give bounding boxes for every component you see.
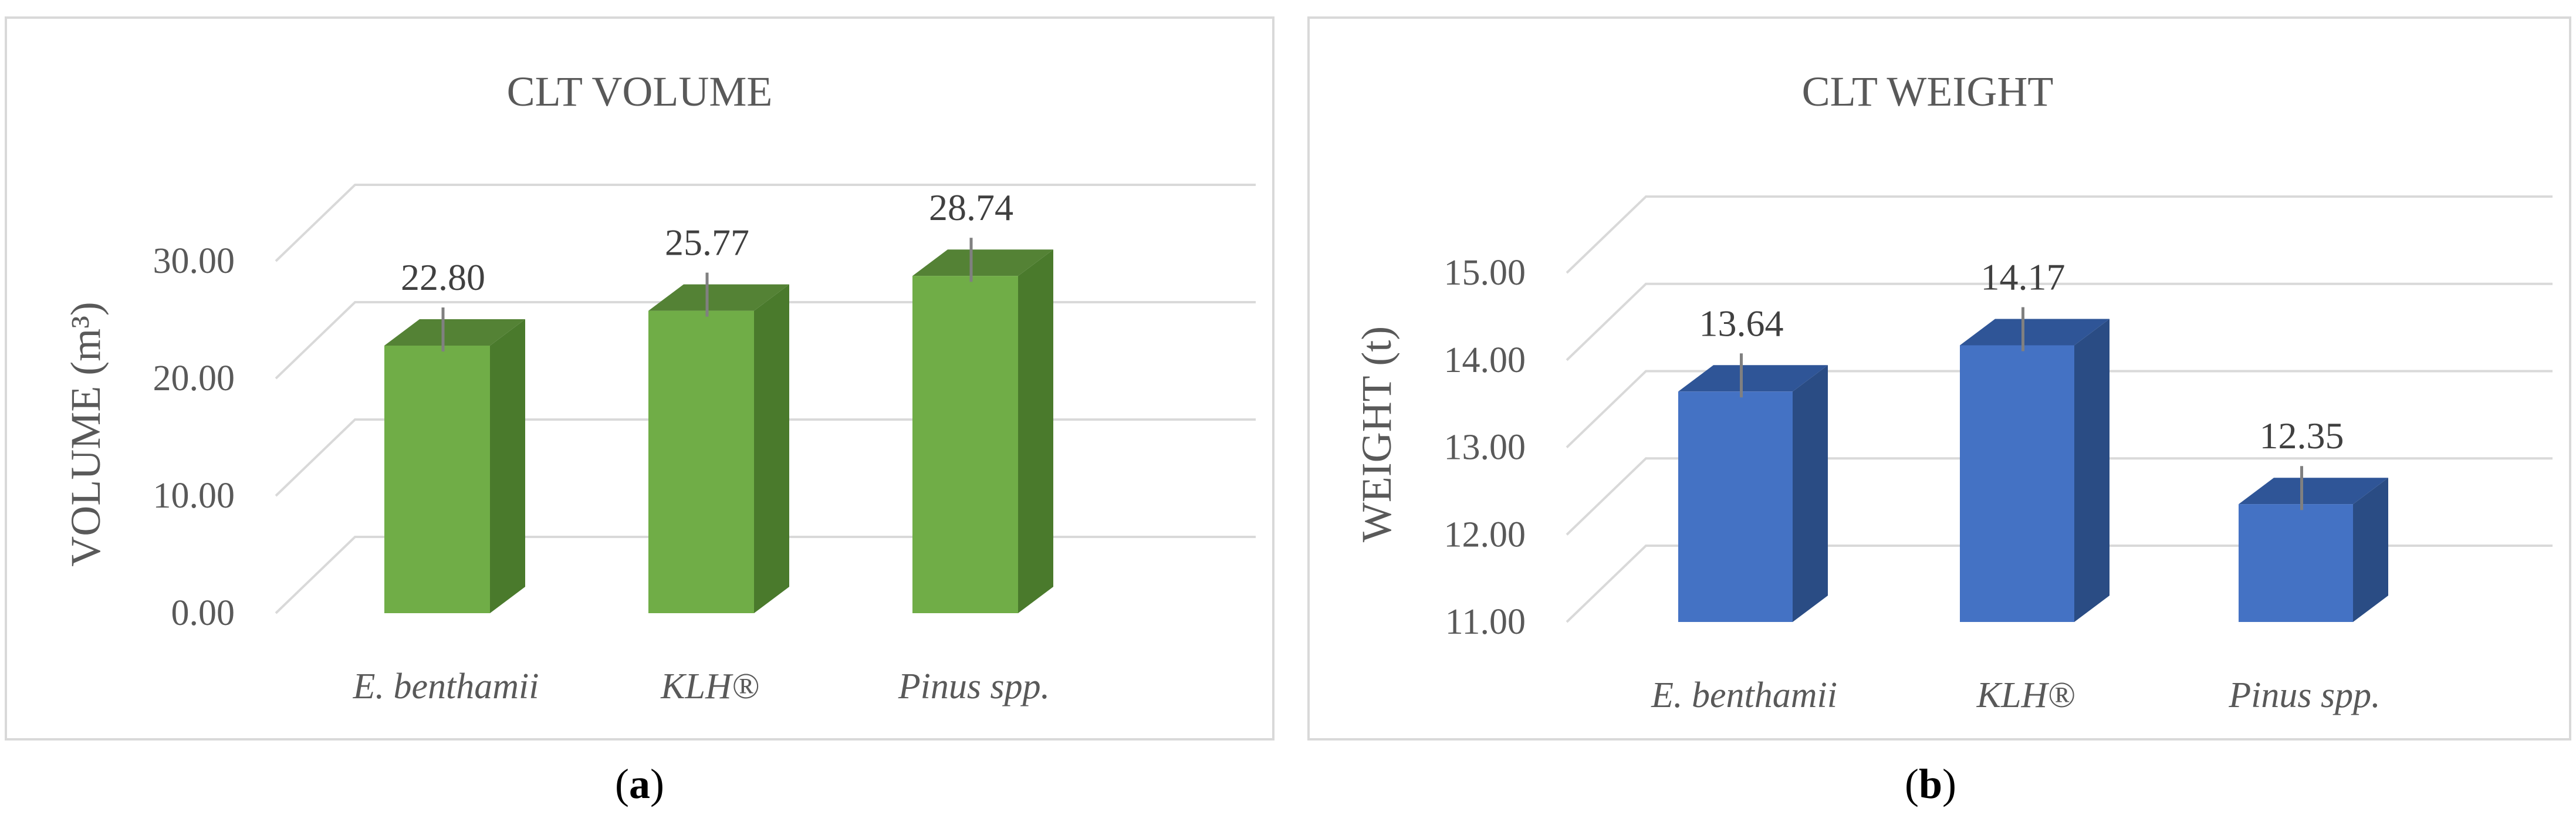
- bar-top: [2239, 478, 2388, 505]
- chart-panel-b: CLT WEIGHT WEIGHT (t) 11.00 12.00 13.00 14.…: [1307, 16, 2571, 741]
- bar-side: [2074, 319, 2110, 622]
- y-axis-label: WEIGHT (t): [1353, 326, 1400, 543]
- bar: [1678, 391, 1793, 622]
- bar-top: [648, 284, 789, 311]
- bars: 22.80 25.77 28.74: [384, 187, 1053, 614]
- data-label: 28.74: [929, 187, 1013, 228]
- bar-top: [384, 319, 525, 346]
- data-label: 25.77: [665, 222, 749, 263]
- chart-frame: [5, 16, 1275, 741]
- y-tick-label: 10.00: [153, 476, 235, 516]
- caption-b: (b): [1905, 760, 1956, 807]
- x-tick-labels: E. benthamii KLH® Pinus spp.: [1651, 675, 2381, 715]
- bar-top: [1960, 319, 2110, 346]
- x-tick-label: E. benthamii: [1651, 675, 1837, 715]
- x-tick-label: Pinus spp.: [898, 667, 1050, 706]
- gridline: [1566, 282, 2553, 361]
- bars: 13.64 14.17 12.35: [1678, 256, 2388, 622]
- y-tick-labels: 11.00 12.00 13.00 14.00 15.00: [1444, 253, 1526, 642]
- x-tick-label: KLH®: [660, 667, 759, 706]
- y-tick-label: 30.00: [153, 241, 235, 281]
- chart-title: CLT WEIGHT: [1802, 68, 2054, 115]
- y-axis-label: VOLUME (m³): [62, 302, 109, 567]
- x-tick-label: E. benthamii: [353, 667, 539, 706]
- bar: [912, 276, 1018, 613]
- bar-side: [490, 319, 525, 613]
- chart-panel-a: CLT VOLUME VOLUME (m³) 0.00 10.00 20.00 30.…: [5, 16, 1275, 741]
- bar: [2239, 504, 2353, 622]
- bar: [648, 310, 754, 613]
- bar-side: [1793, 365, 1828, 622]
- bar: [1960, 345, 2074, 622]
- chart-title: CLT VOLUME: [507, 68, 773, 115]
- gridline: [1566, 195, 2553, 274]
- y-tick-label: 20.00: [153, 359, 235, 398]
- gridline: [1566, 457, 2553, 536]
- caption-b-letter: b: [1919, 760, 1942, 807]
- bar: [384, 346, 490, 613]
- x-tick-labels: E. benthamii KLH® Pinus spp.: [353, 667, 1050, 706]
- caption-a-close: ): [650, 760, 664, 807]
- bar-side: [754, 284, 789, 614]
- bar-top: [912, 249, 1053, 276]
- caption-a-open: (: [615, 760, 629, 807]
- caption-b-close: ): [1942, 760, 1956, 807]
- caption-a: (a): [615, 760, 664, 807]
- y-tick-label: 15.00: [1444, 253, 1526, 293]
- x-tick-label: Pinus spp.: [2228, 675, 2380, 715]
- gridline: [275, 184, 1256, 262]
- y-tick-label: 13.00: [1444, 428, 1526, 468]
- y-tick-label: 12.00: [1444, 515, 1526, 554]
- caption-a-letter: a: [629, 760, 650, 807]
- y-tick-label: 14.00: [1444, 340, 1526, 380]
- x-tick-label: KLH®: [1976, 675, 2075, 715]
- bar-top: [1678, 365, 1828, 392]
- data-label: 14.17: [1981, 256, 2065, 297]
- bar-side: [1018, 249, 1053, 613]
- gridline: [1566, 370, 2553, 448]
- y-tick-label: 11.00: [1445, 602, 1526, 642]
- y-tick-label: 0.00: [171, 593, 235, 633]
- data-label: 13.64: [1699, 302, 1784, 344]
- bar-side: [2353, 478, 2388, 622]
- y-tick-labels: 0.00 10.00 20.00 30.00: [153, 241, 235, 633]
- chart-frame: [1307, 16, 2571, 741]
- caption-b-open: (: [1905, 760, 1919, 807]
- data-label: 22.80: [401, 256, 485, 298]
- data-label: 12.35: [2260, 415, 2344, 457]
